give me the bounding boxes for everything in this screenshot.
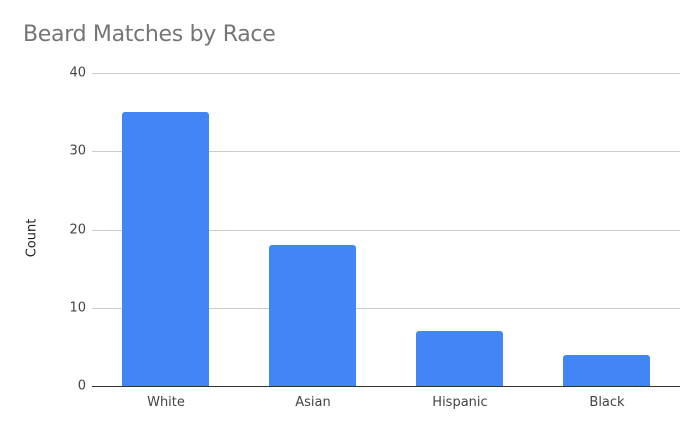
gridline	[92, 230, 680, 231]
y-tick-label: 30	[69, 143, 86, 159]
bar-black	[563, 355, 650, 386]
bar-asian	[269, 245, 356, 386]
x-tick-label: Black	[589, 395, 625, 410]
x-tick-label: Asian	[295, 395, 331, 410]
gridline	[92, 73, 680, 74]
x-tick-label: Hispanic	[432, 395, 488, 410]
y-tick-label: 40	[69, 65, 86, 81]
gridline	[92, 308, 680, 309]
chart-title: Beard Matches by Race	[23, 22, 276, 47]
y-tick-label: 10	[69, 300, 86, 316]
y-tick-label: 0	[77, 378, 86, 394]
bar-hispanic	[416, 331, 503, 386]
x-axis-line	[92, 386, 680, 387]
gridline	[92, 151, 680, 152]
bar-white	[122, 112, 209, 386]
x-tick-label: White	[147, 395, 185, 410]
y-tick-label: 20	[69, 222, 86, 238]
